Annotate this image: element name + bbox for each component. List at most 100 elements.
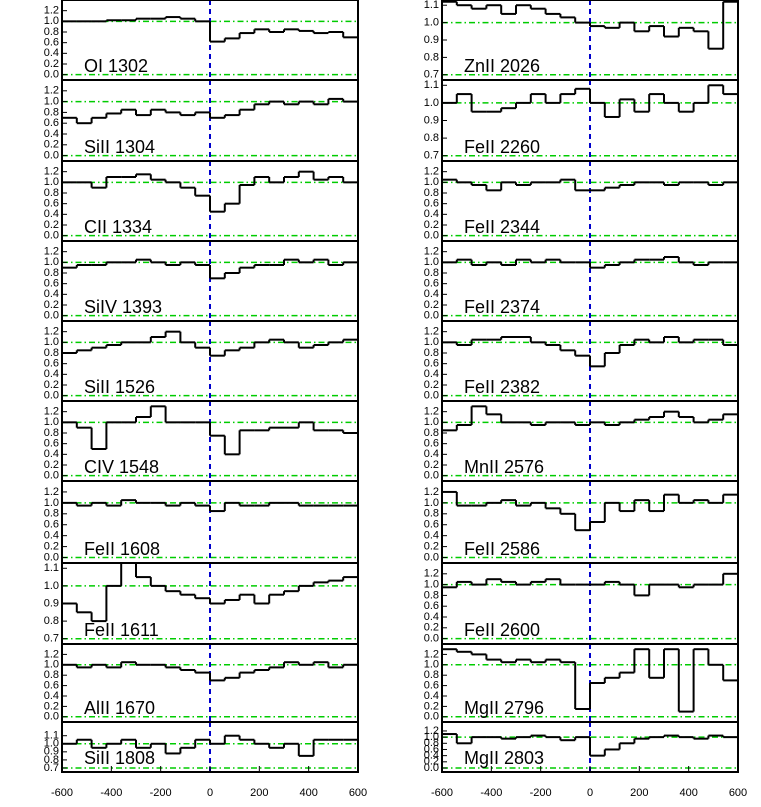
y-tick-label: 0.4 — [424, 368, 439, 380]
y-tick-label: 0.8 — [44, 427, 59, 439]
panel-title: CII 1334 — [84, 217, 152, 237]
y-tick-label: 0.6 — [424, 680, 439, 692]
y-tick-label: 0.8 — [44, 669, 59, 681]
y-tick-label: 0.8 — [424, 132, 439, 144]
panel-title: SiII 1526 — [84, 377, 155, 397]
panel-title: FeII 2382 — [464, 377, 540, 397]
panel-title: FeII 2344 — [464, 217, 540, 237]
panel-title: AlII 1670 — [84, 698, 155, 718]
y-tick-label: 1.0 — [44, 256, 59, 268]
x-tick-label: 200 — [250, 787, 268, 799]
y-tick-label: 0.6 — [44, 680, 59, 692]
y-tick-label: 1.0 — [44, 176, 59, 188]
panel-title: FeII 2586 — [464, 539, 540, 559]
y-tick-label: 0.4 — [424, 530, 439, 542]
y-tick-label: 0.8 — [424, 51, 439, 63]
y-tick-label: 0.6 — [424, 519, 439, 531]
y-tick-label: 0.0 — [424, 310, 439, 322]
y-tick-label: 0.0 — [44, 150, 59, 162]
panel-title: MnII 2576 — [464, 457, 544, 477]
x-tick-label: 0 — [207, 787, 213, 799]
y-tick-label: 0.2 — [44, 299, 59, 311]
y-tick-label: 0.2 — [424, 379, 439, 391]
y-tick-label: 1.2 — [44, 486, 59, 498]
panel-title: FeII 1608 — [84, 539, 160, 559]
y-tick-label: 0.9 — [44, 746, 59, 758]
x-tick-label: -400 — [100, 787, 122, 799]
y-tick-label: 0.0 — [44, 470, 59, 482]
y-tick-label: 0.4 — [44, 288, 59, 300]
y-tick-label: 1.0 — [44, 336, 59, 348]
y-tick-label: 0.9 — [424, 114, 439, 126]
y-tick-label: 0.2 — [44, 541, 59, 553]
panel-title: CIV 1548 — [84, 457, 159, 477]
y-tick-label: 1.0 — [424, 731, 439, 743]
y-tick-label: 0.0 — [424, 470, 439, 482]
x-tick-label: 0 — [587, 787, 593, 799]
y-tick-label: 0.4 — [424, 288, 439, 300]
y-tick-label: 1.0 — [424, 659, 439, 671]
y-tick-label: 0.4 — [424, 690, 439, 702]
y-tick-label: 0.8 — [424, 737, 439, 749]
y-tick-label: 1.0 — [44, 580, 59, 592]
panel-title: SiII 1304 — [84, 137, 155, 157]
y-tick-label: 0.0 — [424, 762, 439, 774]
y-tick-label: 1.0 — [424, 579, 439, 591]
y-tick-label: 0.6 — [44, 438, 59, 450]
y-tick-label: 0.8 — [424, 427, 439, 439]
y-tick-label: 1.2 — [44, 85, 59, 97]
y-tick-label: 0.9 — [424, 34, 439, 46]
y-tick-label: 1.2 — [424, 725, 439, 737]
y-tick-label: 0.4 — [44, 530, 59, 542]
y-tick-label: 0.4 — [424, 611, 439, 623]
y-tick-label: 0.2 — [424, 299, 439, 311]
y-tick-label: 1.2 — [424, 568, 439, 580]
y-tick-label: 1.2 — [424, 246, 439, 258]
y-tick-label: 1.0 — [424, 256, 439, 268]
y-tick-label: 1.0 — [44, 659, 59, 671]
y-tick-label: 0.6 — [44, 519, 59, 531]
y-tick-label: 1.2 — [44, 648, 59, 660]
y-tick-label: 1.2 — [44, 166, 59, 178]
panel-title: MgII 2796 — [464, 698, 544, 718]
panel-frame — [441, 721, 739, 773]
y-tick-label: 0.4 — [424, 208, 439, 220]
y-tick-label: 0.0 — [424, 230, 439, 242]
y-tick-label: 0.2 — [44, 219, 59, 231]
y-tick-label: 0.4 — [44, 690, 59, 702]
y-tick-label: 0.0 — [44, 230, 59, 242]
y-tick-label: 0.0 — [44, 390, 59, 402]
y-tick-label: 0.8 — [44, 267, 59, 279]
x-tick-label: 600 — [729, 787, 747, 799]
y-tick-label: 0.4 — [44, 208, 59, 220]
y-tick-label: 0.8 — [44, 347, 59, 359]
y-tick-label: 1.0 — [44, 497, 59, 509]
y-tick-label: 1.0 — [44, 96, 59, 108]
y-tick-label: 0.0 — [44, 69, 59, 81]
y-tick-label: 0.8 — [44, 106, 59, 118]
y-tick-label: 0.9 — [44, 597, 59, 609]
y-tick-label: 1.2 — [424, 166, 439, 178]
panel-title: FeII 2260 — [464, 137, 540, 157]
y-tick-label: 0.8 — [44, 508, 59, 520]
panel-title: SiII 1808 — [84, 748, 155, 768]
y-tick-label: 0.7 — [424, 69, 439, 81]
y-tick-label: 0.8 — [424, 187, 439, 199]
y-tick-label: 0.2 — [424, 219, 439, 231]
y-tick-label: 0.2 — [424, 622, 439, 634]
y-tick-label: 0.8 — [44, 754, 59, 766]
y-tick-label: 1.2 — [424, 326, 439, 338]
y-tick-label: 0.6 — [44, 198, 59, 210]
y-tick-label: 1.1 — [44, 730, 59, 742]
y-tick-label: 0.6 — [424, 600, 439, 612]
y-tick-label: 1.0 — [424, 176, 439, 188]
y-tick-label: 0.8 — [44, 615, 59, 627]
y-tick-label: 1.2 — [44, 246, 59, 258]
y-tick-label: 0.6 — [424, 438, 439, 450]
y-tick-label: 0.8 — [424, 508, 439, 520]
y-tick-label: 0.2 — [424, 541, 439, 553]
y-tick-label: 0.6 — [44, 358, 59, 370]
y-tick-label: 0.2 — [44, 459, 59, 471]
panel-title: ZnII 2026 — [464, 56, 540, 76]
